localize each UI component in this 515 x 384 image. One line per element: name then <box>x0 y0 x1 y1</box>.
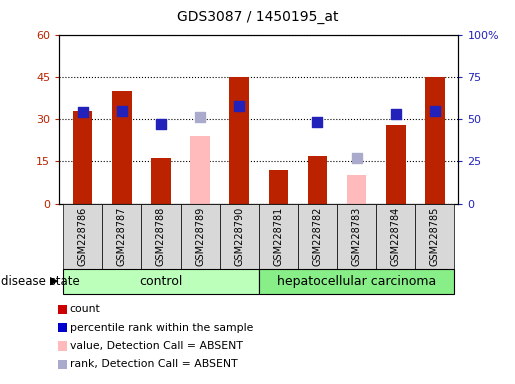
Bar <box>112 91 132 204</box>
Text: GSM228784: GSM228784 <box>391 207 401 266</box>
Bar <box>220 204 259 269</box>
Text: GSM228786: GSM228786 <box>78 207 88 266</box>
Text: value, Detection Call = ABSENT: value, Detection Call = ABSENT <box>70 341 243 351</box>
Bar <box>298 204 337 269</box>
Text: GDS3087 / 1450195_at: GDS3087 / 1450195_at <box>177 10 338 23</box>
Bar <box>191 136 210 204</box>
Bar <box>376 204 415 269</box>
Text: GSM228782: GSM228782 <box>313 207 322 266</box>
Point <box>157 121 165 127</box>
Text: GSM228789: GSM228789 <box>195 207 205 266</box>
Point <box>352 155 360 161</box>
Bar <box>63 269 259 294</box>
Text: count: count <box>70 304 100 314</box>
Bar <box>259 269 454 294</box>
Text: GSM228790: GSM228790 <box>234 207 244 266</box>
Point <box>118 108 126 114</box>
Bar <box>73 111 93 204</box>
Point <box>391 111 400 117</box>
Bar <box>151 159 171 204</box>
Text: GSM228781: GSM228781 <box>273 207 283 266</box>
Bar <box>259 204 298 269</box>
Bar <box>347 175 366 204</box>
Text: GSM228783: GSM228783 <box>352 207 362 266</box>
Bar <box>337 204 376 269</box>
Text: ▶: ▶ <box>50 276 58 286</box>
Point <box>196 114 204 121</box>
Text: hepatocellular carcinoma: hepatocellular carcinoma <box>277 275 436 288</box>
Text: percentile rank within the sample: percentile rank within the sample <box>70 323 253 333</box>
Point <box>431 108 439 114</box>
Point <box>313 119 321 126</box>
Text: control: control <box>139 275 183 288</box>
Bar <box>181 204 220 269</box>
Point <box>235 103 244 109</box>
Point <box>79 109 87 115</box>
Text: disease state: disease state <box>1 275 80 288</box>
Text: GSM228785: GSM228785 <box>430 207 440 266</box>
Bar <box>415 204 454 269</box>
Bar <box>142 204 181 269</box>
Text: GSM228787: GSM228787 <box>117 207 127 266</box>
Bar <box>230 77 249 204</box>
Bar <box>63 204 102 269</box>
Bar <box>102 204 142 269</box>
Bar <box>268 170 288 204</box>
Bar <box>425 77 444 204</box>
Bar <box>307 156 327 204</box>
Bar <box>386 125 405 204</box>
Text: GSM228788: GSM228788 <box>156 207 166 266</box>
Text: rank, Detection Call = ABSENT: rank, Detection Call = ABSENT <box>70 359 237 369</box>
